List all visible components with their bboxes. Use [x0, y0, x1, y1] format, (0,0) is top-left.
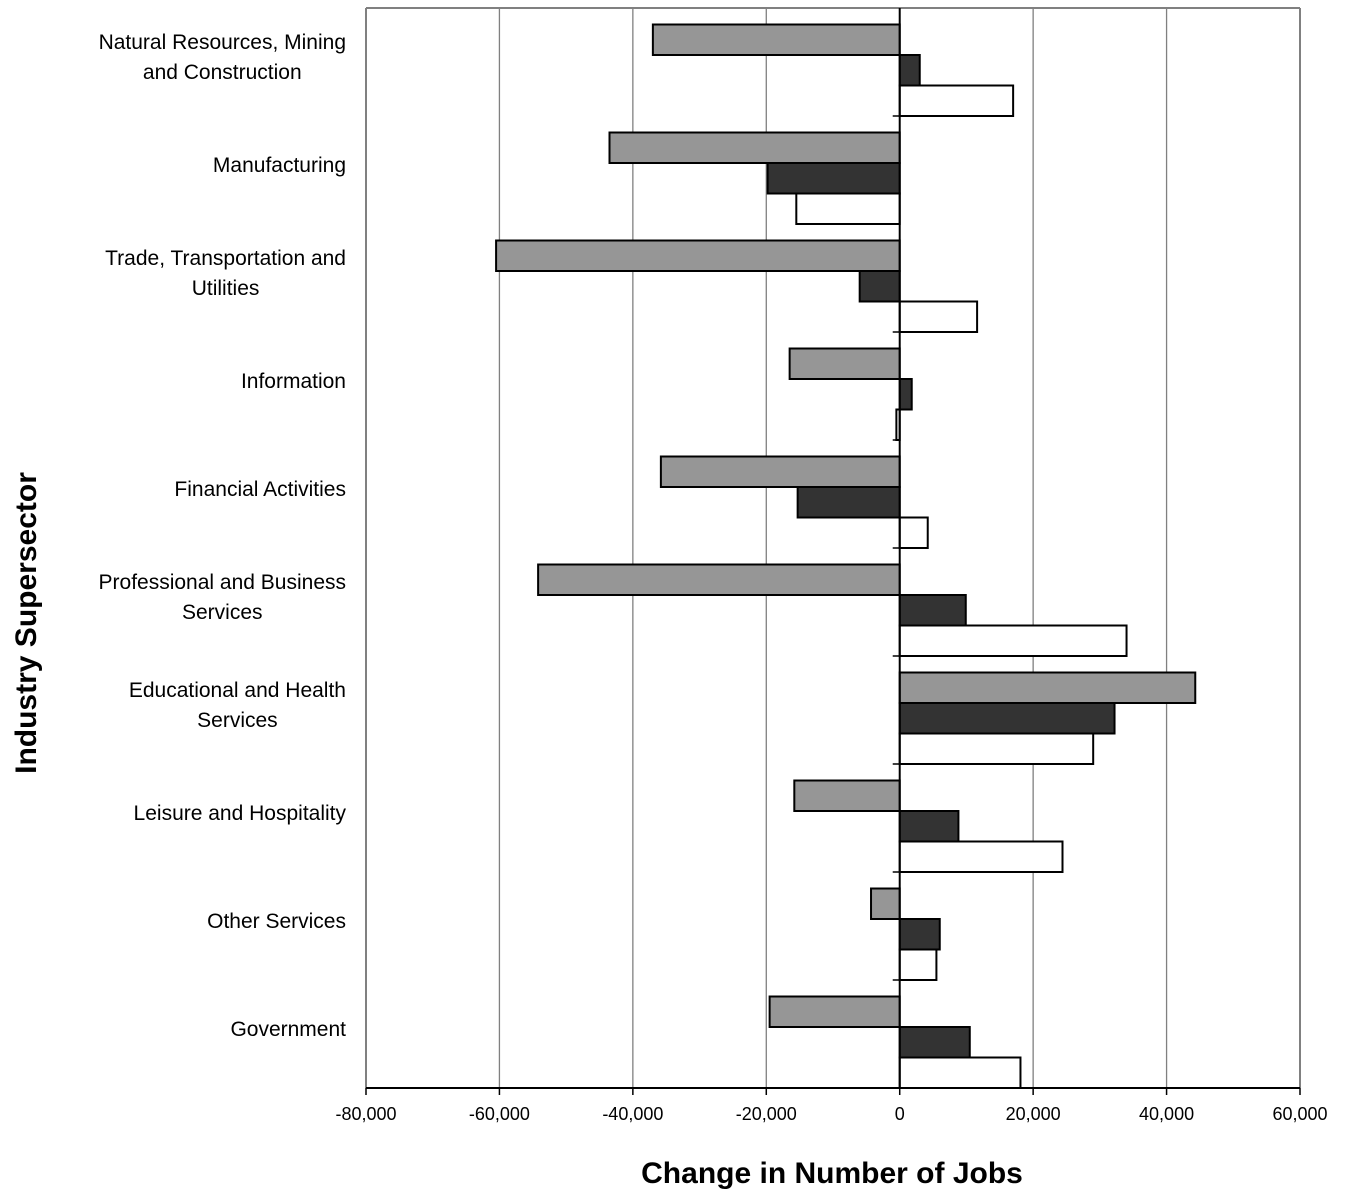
- bar-series-2: [898, 1026, 971, 1059]
- category-label: Professional and Business Services: [99, 571, 346, 624]
- bar-series-3: [898, 624, 1128, 657]
- category-label-line: Manufacturing: [213, 154, 346, 177]
- category-label-line: Educational and Health: [129, 679, 346, 702]
- bar-series-3: [898, 516, 929, 549]
- bar-series-2: [898, 378, 913, 411]
- x-tick-label: -60,000: [469, 1104, 530, 1124]
- category-label-line: and Construction: [143, 61, 302, 84]
- category-label: Trade, Transportation and Utilities: [105, 247, 346, 300]
- category-label: Educational and Health Services: [129, 679, 346, 732]
- bar-series-3: [898, 840, 1064, 873]
- bar-series-3: [898, 948, 938, 981]
- x-tick-label: -80,000: [335, 1104, 396, 1124]
- category-label-line: Professional and Business: [99, 571, 346, 594]
- bar-series-1: [768, 995, 901, 1028]
- bar-series-2: [898, 702, 1116, 735]
- category-label-line: Natural Resources, Mining: [99, 31, 346, 54]
- y-axis-title: Industry Supersector: [10, 472, 43, 774]
- bar-series-2: [766, 162, 901, 195]
- category-label: Government: [230, 1018, 346, 1041]
- x-tick-label: -20,000: [736, 1104, 797, 1124]
- x-tick-label: 20,000: [1006, 1104, 1061, 1124]
- category-label-line: Trade, Transportation and: [105, 247, 346, 270]
- bar-series-3: [898, 732, 1095, 765]
- x-axis-title: Change in Number of Jobs: [641, 1157, 1023, 1190]
- bar-series-1: [898, 671, 1197, 704]
- bar-series-3: [898, 1056, 1022, 1089]
- x-tick-label: 60,000: [1272, 1104, 1327, 1124]
- bar-series-1: [608, 131, 901, 164]
- category-label-line: Utilities: [192, 277, 260, 300]
- labels: -80,000 -60,000 -40,000 -20,000 0 20,000 40,00…: [99, 31, 1328, 1124]
- bars: [495, 23, 1197, 1089]
- x-tick-label: -40,000: [602, 1104, 663, 1124]
- category-label-line: Financial Activities: [174, 478, 346, 501]
- gridlines: [365, 7, 1301, 1088]
- category-label: Leisure and Hospitality: [134, 802, 347, 825]
- bar-series-3: [898, 300, 979, 333]
- category-label-line: Information: [241, 370, 346, 393]
- bar-series-2: [898, 594, 967, 627]
- category-label: Natural Resources, Mining and Constructio…: [99, 31, 346, 84]
- category-label: Other Services: [207, 910, 346, 933]
- bar-series-2: [898, 918, 941, 951]
- bar-series-2: [796, 486, 901, 519]
- category-label: Financial Activities: [174, 478, 346, 501]
- bar-series-1: [495, 239, 901, 272]
- bar-series-2: [898, 810, 960, 843]
- category-label-line: Services: [182, 601, 263, 624]
- category-label-line: Leisure and Hospitality: [134, 802, 347, 825]
- x-tick-label: 0: [895, 1104, 905, 1124]
- bar-series-2: [898, 54, 921, 87]
- axes: [365, 8, 1301, 1095]
- bar-series-1: [651, 23, 901, 56]
- bar-series-1: [537, 563, 901, 596]
- bar-series-3: [795, 192, 901, 225]
- x-tick-label: 40,000: [1139, 1104, 1194, 1124]
- bar-series-1: [793, 779, 901, 812]
- bar-series-1: [870, 887, 901, 920]
- category-label-line: Services: [197, 709, 278, 732]
- bar-series-3: [898, 84, 1015, 117]
- bar-series-1: [788, 347, 901, 380]
- bar-series-1: [659, 455, 901, 488]
- category-label: Manufacturing: [213, 154, 346, 177]
- category-label-line: Other Services: [207, 910, 346, 933]
- category-label: Information: [241, 370, 346, 393]
- category-label-line: Government: [230, 1018, 346, 1041]
- bar-series-2: [858, 270, 901, 303]
